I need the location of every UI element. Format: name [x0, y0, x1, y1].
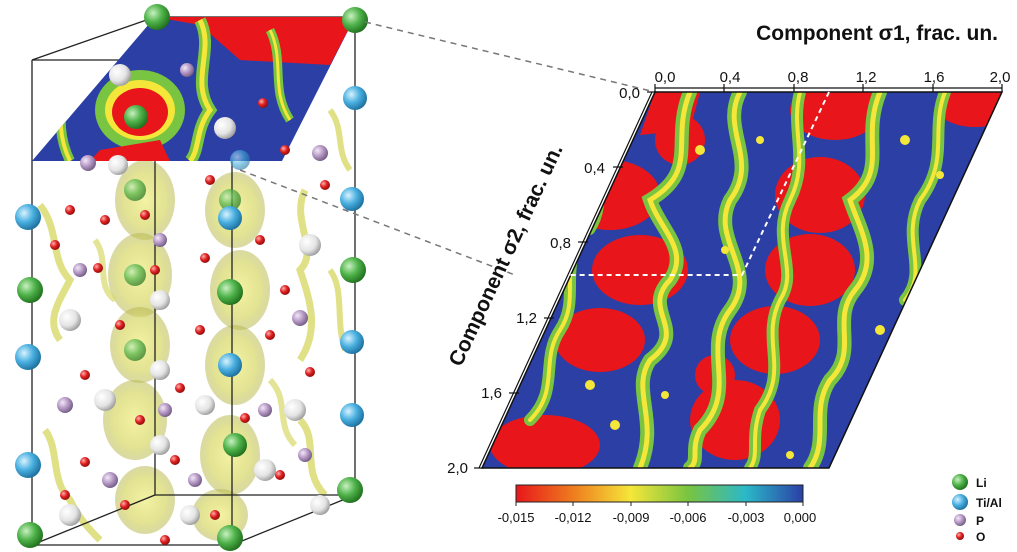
y-tick-label: 1,2: [516, 310, 537, 327]
o-legend-marker: [956, 532, 964, 540]
x-tick-label: 0,4: [720, 69, 741, 86]
x-axis: [654, 84, 1003, 92]
y-tick-label: 0,0: [619, 85, 640, 102]
colorbar-tick: -0,006: [670, 510, 707, 525]
legend-label-o: O: [976, 530, 985, 544]
colorbar: -0,015 -0,012 -0,009 -0,006 -0,003 0,000: [498, 484, 817, 525]
y-tick-label: 2,0: [447, 460, 468, 477]
x-axis-title: Component σ1, frac. un.: [756, 22, 998, 45]
y-axis: [474, 91, 657, 469]
slice-plane: [32, 17, 355, 161]
legend-label-p: P: [976, 514, 984, 528]
charge-map: 0,0 0,4 0,8 1,2 1,6 2,0 0,0 0,4 0,8 1,2 …: [445, 22, 1011, 477]
colorbar-tick: -0,003: [728, 510, 765, 525]
x-tick-label: 1,2: [856, 69, 877, 86]
projection-lines: [239, 21, 656, 276]
atom-legend: Li Ti/Al P O: [952, 474, 1002, 544]
ti-al-legend-marker: [952, 494, 968, 510]
x-tick-label: 0,8: [788, 69, 809, 86]
colorbar-tick: -0,009: [613, 510, 650, 525]
colorbar-tick: -0,015: [498, 510, 535, 525]
y-tick-label: 1,6: [481, 385, 502, 402]
li-legend-marker: [952, 474, 968, 490]
colorbar-gradient: [515, 484, 804, 503]
x-tick-label: 2,0: [990, 69, 1011, 86]
map-frame: [480, 91, 1004, 469]
y-tick-label: 0,4: [584, 160, 605, 177]
cell-boundary-line: [518, 91, 830, 276]
x-tick-label: 1,6: [924, 69, 945, 86]
legend-label-ti-al: Ti/Al: [976, 496, 1002, 510]
atoms: [15, 4, 368, 551]
colorbar-tick: -0,012: [555, 510, 592, 525]
x-tick-label: 0,0: [655, 69, 676, 86]
y-tick-label: 0,8: [550, 235, 571, 252]
colorbar-tick: 0,000: [784, 510, 817, 525]
p-legend-marker: [954, 514, 966, 526]
legend-label-li: Li: [976, 476, 987, 490]
crystal-structure: [15, 4, 368, 551]
